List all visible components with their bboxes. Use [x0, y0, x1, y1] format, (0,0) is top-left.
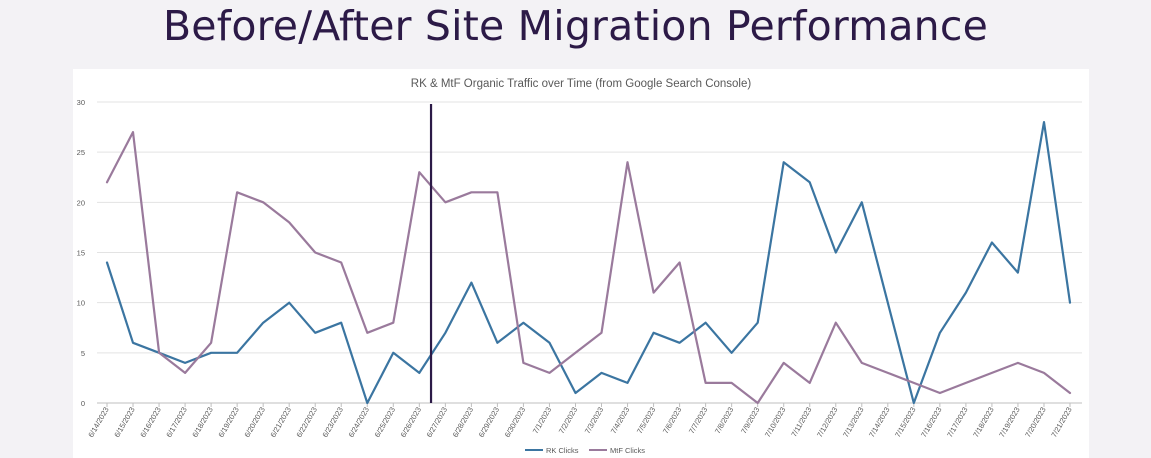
chart-title: RK & MtF Organic Traffic over Time (from… — [411, 78, 752, 90]
x-tick-label: 6/19/2023 — [216, 406, 240, 439]
x-tick-label: 7/8/2023 — [713, 406, 735, 436]
x-tick-label: 7/12/2023 — [815, 406, 839, 439]
x-tick-label: 7/9/2023 — [739, 406, 761, 436]
x-tick-label: 6/24/2023 — [347, 406, 371, 439]
x-tick-label: 6/25/2023 — [373, 406, 397, 439]
x-tick-label: 6/27/2023 — [425, 406, 449, 439]
chart-card: RK & MtF Organic Traffic over Time (from… — [73, 69, 1089, 458]
y-tick-label: 30 — [77, 98, 85, 107]
x-tick-label: 6/16/2023 — [138, 406, 162, 439]
x-tick-label: 7/18/2023 — [971, 406, 995, 439]
y-tick-label: 25 — [77, 148, 85, 157]
x-tick-label: 7/21/2023 — [1049, 406, 1073, 439]
legend-label: RK Clicks — [546, 446, 579, 455]
y-tick-label: 10 — [77, 299, 85, 308]
x-tick-label: 6/29/2023 — [477, 406, 501, 439]
x-tick-label: 7/4/2023 — [609, 406, 631, 436]
x-tick-label: 6/17/2023 — [164, 406, 188, 439]
x-tick-label: 6/20/2023 — [242, 406, 266, 439]
x-tick-label: 6/15/2023 — [112, 406, 136, 439]
y-tick-label: 5 — [81, 349, 85, 358]
y-tick-label: 15 — [77, 249, 85, 258]
legend-label: MtF Clicks — [610, 446, 645, 455]
x-tick-label: 7/14/2023 — [867, 406, 891, 439]
x-tick-label: 7/6/2023 — [661, 406, 683, 436]
x-tick-label: 6/28/2023 — [451, 406, 475, 439]
x-tick-label: 7/11/2023 — [789, 406, 813, 439]
x-tick-label: 7/13/2023 — [841, 406, 865, 439]
x-tick-label: 7/3/2023 — [583, 406, 605, 436]
series-line-mtf — [105, 130, 1072, 405]
x-tick-label: 7/7/2023 — [687, 406, 709, 436]
x-tick-label: 7/1/2023 — [531, 406, 553, 436]
x-tick-label: 7/5/2023 — [635, 406, 657, 436]
x-tick-label: 6/30/2023 — [503, 406, 527, 439]
x-tick-label: 7/20/2023 — [1023, 406, 1047, 439]
y-tick-label: 20 — [77, 198, 85, 207]
x-tick-label: 6/26/2023 — [399, 406, 423, 439]
x-tick-label: 6/22/2023 — [294, 406, 318, 439]
x-tick-label: 7/17/2023 — [945, 406, 969, 439]
x-tick-label: 7/15/2023 — [893, 406, 917, 439]
x-tick-label: 7/19/2023 — [997, 406, 1021, 439]
x-tick-label: 6/23/2023 — [320, 406, 344, 439]
line-chart: RK & MtF Organic Traffic over Time (from… — [77, 78, 1082, 455]
x-tick-label: 7/2/2023 — [557, 405, 579, 435]
x-tick-label: 6/21/2023 — [268, 406, 292, 439]
x-tick-label: 6/14/2023 — [86, 406, 110, 439]
x-tick-label: 7/10/2023 — [763, 406, 787, 439]
x-tick-label: 6/18/2023 — [190, 406, 214, 439]
page-title: Before/After Site Migration Performance — [162, 2, 989, 50]
x-tick-label: 7/16/2023 — [919, 406, 943, 439]
series-line-rk — [105, 120, 1072, 405]
y-tick-label: 0 — [81, 399, 85, 408]
